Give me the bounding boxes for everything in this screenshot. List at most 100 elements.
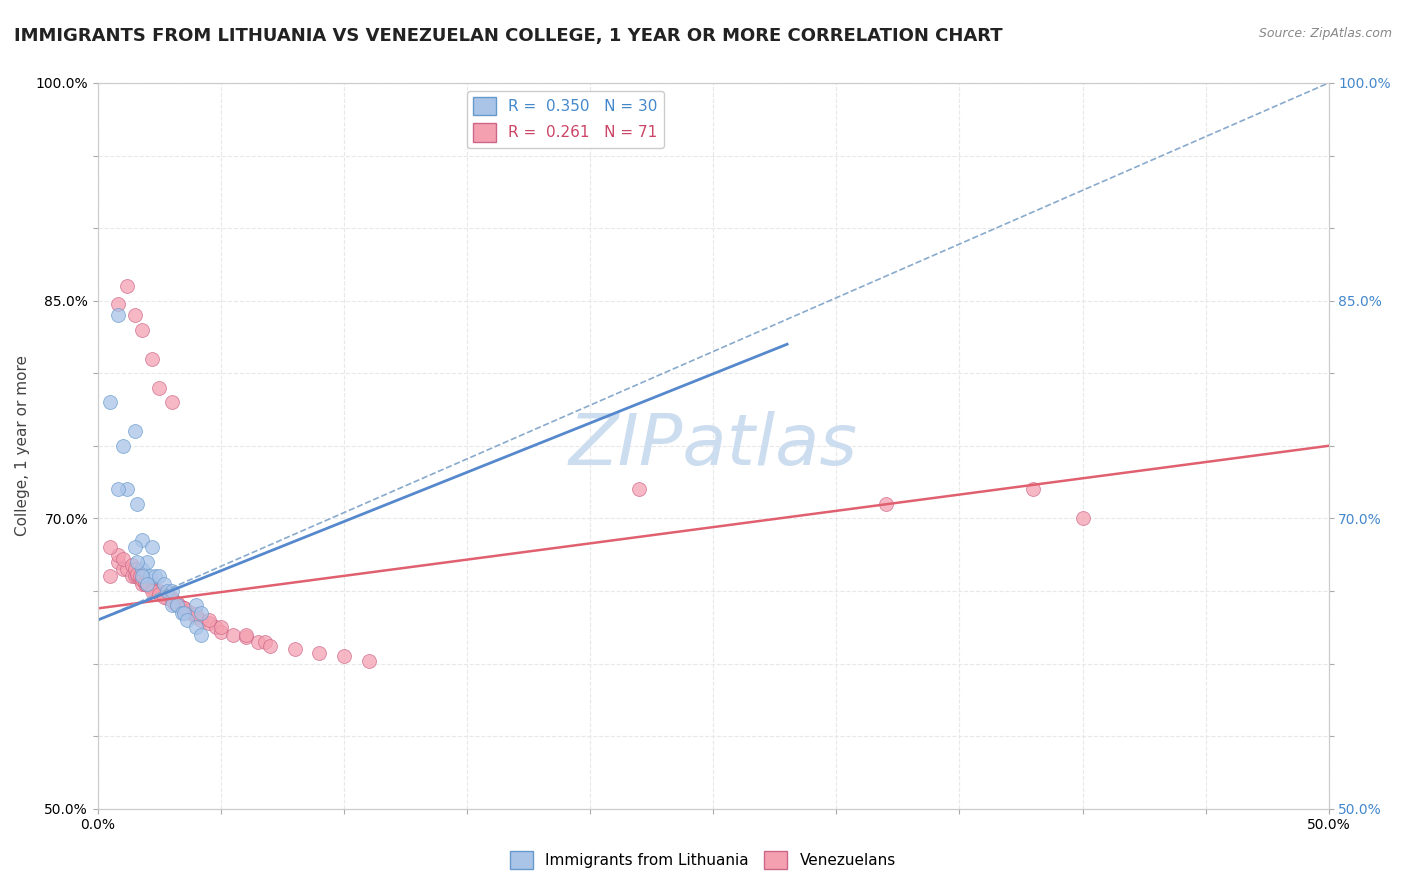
- Point: [124, 308, 146, 322]
- Point: [166, 599, 188, 613]
- Point: [160, 395, 183, 409]
- Point: [136, 576, 159, 591]
- Point: [308, 646, 330, 660]
- Point: [148, 381, 170, 395]
- Point: [121, 569, 143, 583]
- Point: [141, 584, 163, 599]
- Point: [131, 569, 153, 583]
- Point: [254, 634, 277, 648]
- Point: [143, 569, 166, 583]
- Point: [131, 323, 153, 337]
- Point: [131, 533, 153, 548]
- Point: [166, 596, 188, 610]
- Point: [176, 604, 198, 618]
- Point: [284, 642, 307, 657]
- Point: [222, 627, 245, 641]
- Point: [134, 575, 156, 590]
- Point: [205, 620, 228, 634]
- Point: [209, 620, 232, 634]
- Point: [150, 587, 173, 601]
- Point: [197, 613, 219, 627]
- Point: [197, 615, 219, 630]
- Point: [180, 606, 202, 620]
- Point: [111, 439, 134, 453]
- Point: [128, 572, 150, 586]
- Point: [333, 649, 356, 664]
- Point: [153, 587, 176, 601]
- Point: [148, 584, 170, 599]
- Legend: Immigrants from Lithuania, Venezuelans: Immigrants from Lithuania, Venezuelans: [505, 845, 901, 875]
- Point: [209, 624, 232, 639]
- Point: [186, 620, 208, 634]
- Point: [156, 584, 179, 599]
- Point: [127, 555, 149, 569]
- Point: [628, 483, 651, 497]
- Point: [235, 627, 257, 641]
- Point: [127, 497, 149, 511]
- Point: [190, 627, 212, 641]
- Point: [186, 599, 208, 613]
- Point: [111, 562, 134, 576]
- Point: [107, 555, 129, 569]
- Point: [141, 581, 163, 595]
- Point: [143, 584, 166, 599]
- Point: [166, 599, 188, 613]
- Point: [107, 483, 129, 497]
- Point: [124, 541, 146, 555]
- Point: [124, 569, 146, 583]
- Point: [117, 483, 139, 497]
- Point: [186, 610, 208, 624]
- Point: [170, 601, 193, 615]
- Point: [131, 576, 153, 591]
- Point: [141, 351, 163, 366]
- Point: [190, 613, 212, 627]
- Point: [153, 576, 176, 591]
- Point: [117, 279, 139, 293]
- Point: [136, 578, 159, 592]
- Point: [156, 591, 179, 606]
- Point: [136, 555, 159, 569]
- Point: [141, 541, 163, 555]
- Y-axis label: College, 1 year or more: College, 1 year or more: [15, 355, 30, 536]
- Point: [138, 576, 160, 591]
- Point: [148, 569, 170, 583]
- Point: [124, 425, 146, 439]
- Point: [160, 599, 183, 613]
- Point: [131, 562, 153, 576]
- Point: [357, 654, 380, 668]
- Point: [246, 634, 269, 648]
- Text: Source: ZipAtlas.com: Source: ZipAtlas.com: [1258, 27, 1392, 40]
- Point: [173, 601, 195, 615]
- Point: [124, 562, 146, 576]
- Point: [160, 591, 183, 606]
- Point: [235, 631, 257, 645]
- Point: [107, 308, 129, 322]
- Text: IMMIGRANTS FROM LITHUANIA VS VENEZUELAN COLLEGE, 1 YEAR OR MORE CORRELATION CHAR: IMMIGRANTS FROM LITHUANIA VS VENEZUELAN …: [14, 27, 1002, 45]
- Point: [127, 569, 149, 583]
- Point: [186, 607, 208, 622]
- Point: [134, 576, 156, 591]
- Point: [98, 541, 121, 555]
- Text: ZIPatlas: ZIPatlas: [569, 411, 858, 480]
- Point: [1022, 483, 1045, 497]
- Point: [127, 566, 149, 581]
- Point: [1071, 511, 1094, 525]
- Point: [875, 497, 897, 511]
- Point: [160, 584, 183, 599]
- Point: [111, 552, 134, 566]
- Point: [163, 596, 186, 610]
- Point: [107, 296, 129, 310]
- Point: [128, 569, 150, 583]
- Point: [136, 576, 159, 591]
- Point: [153, 590, 176, 604]
- Point: [259, 639, 281, 653]
- Point: [160, 592, 183, 607]
- Point: [190, 606, 212, 620]
- Point: [98, 395, 121, 409]
- Point: [121, 558, 143, 572]
- Point: [138, 569, 160, 583]
- Point: [117, 562, 139, 576]
- Point: [173, 606, 195, 620]
- Point: [98, 569, 121, 583]
- Point: [131, 572, 153, 586]
